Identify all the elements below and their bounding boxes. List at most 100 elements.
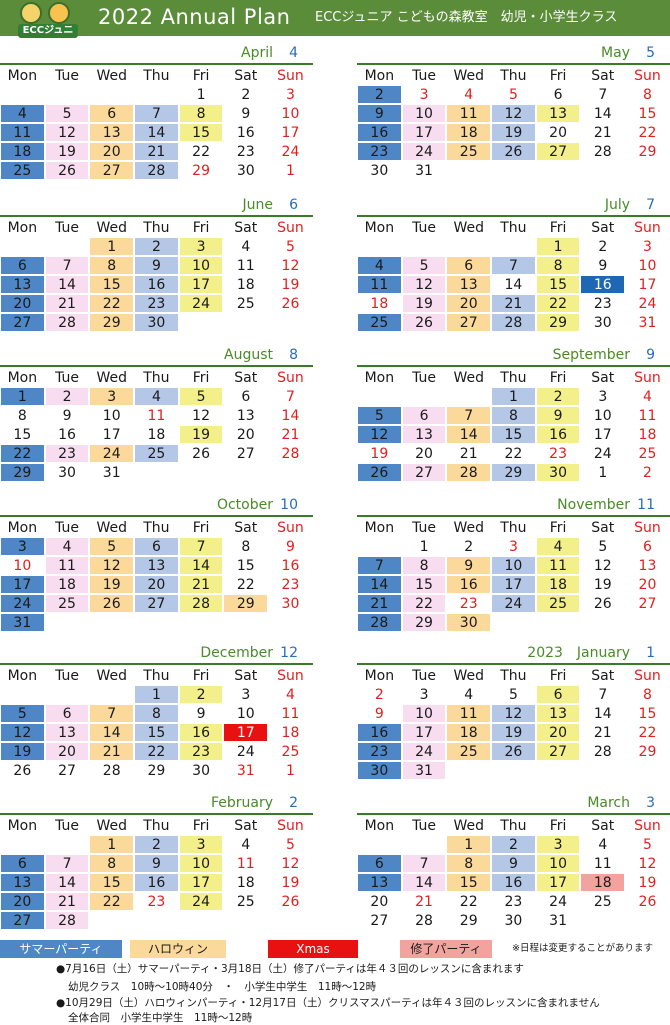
day-cell: 5: [491, 685, 536, 704]
day-cell: 31: [223, 761, 269, 780]
day-cell: 27: [357, 911, 402, 930]
day-cell: 27: [535, 742, 581, 761]
day-cell: 12: [178, 406, 224, 425]
week-row: 11 12 13 14 15 16 17: [357, 275, 670, 294]
day-cell: 26: [625, 892, 670, 911]
weekday-header-row: Mon Tue Wed Thu Fri Sat Sun: [0, 368, 313, 387]
day-cell: [44, 85, 90, 104]
day-cell: 2: [134, 835, 179, 854]
month-name: June: [242, 197, 274, 213]
day-cell: 10: [0, 556, 45, 575]
day-cell: 8: [625, 85, 670, 104]
day-cell: 13: [44, 723, 90, 742]
day-cell: 3: [268, 85, 313, 104]
day-cell: 12: [268, 854, 313, 873]
day-cell: 6: [89, 104, 135, 123]
day-cell: 16: [357, 723, 402, 742]
day-cell: 25: [134, 444, 179, 463]
weekday-label: Thu: [491, 368, 536, 387]
day-cell: 30: [178, 761, 224, 780]
week-row: 20 21 22 23 24 25 26: [357, 892, 670, 911]
weekday-label: Wed: [446, 666, 492, 685]
month-header: December 12: [0, 644, 313, 662]
day-cell: [44, 613, 90, 632]
weekday-label: Wed: [446, 218, 492, 237]
month-grid: Mon Tue Wed Thu Fri Sat Sun 1 2 3 4 5 6 7 8 9 10 11 12 13 14…: [357, 816, 670, 930]
day-cell: 4: [134, 387, 179, 406]
day-cell: 14: [44, 275, 90, 294]
weekday-label: Sat: [580, 218, 626, 237]
weekday-label: Fri: [535, 816, 581, 835]
day-cell: 13: [357, 873, 402, 892]
day-cell: 14: [580, 104, 626, 123]
day-cell: 27: [0, 911, 45, 930]
day-cell: 30: [357, 161, 402, 180]
day-cell: 27: [44, 761, 90, 780]
day-cell: 12: [491, 104, 536, 123]
weekday-label: Sun: [268, 218, 313, 237]
week-row: 28 29 30: [357, 613, 670, 632]
day-cell: 14: [357, 575, 402, 594]
day-cell: 20: [401, 444, 447, 463]
month-calendar: May 5 Mon Tue Wed Thu Fri Sat Sun 2 3 4 5 6 7 8 9 10 11 12 1…: [357, 44, 670, 184]
day-cell: 1: [268, 161, 313, 180]
day-cell: 24: [491, 594, 536, 613]
day-cell: 18: [223, 873, 269, 892]
day-cell: 6: [44, 704, 90, 723]
week-row: 31: [0, 613, 313, 632]
legend: サマーパーティ ハロウィン Xmas 修了パーティ ※日程は変更することがありま…: [0, 938, 670, 960]
day-cell: 16: [446, 575, 492, 594]
day-cell: 17: [178, 873, 224, 892]
weekday-label: Tue: [401, 518, 447, 537]
day-cell: 20: [446, 294, 492, 313]
weekday-label: Wed: [89, 368, 135, 387]
day-cell: 11: [446, 104, 492, 123]
day-cell: 10: [223, 704, 269, 723]
day-cell: 24: [580, 444, 626, 463]
day-cell: 14: [446, 425, 492, 444]
day-cell: 28: [357, 613, 402, 632]
month-header: October 10: [0, 496, 313, 514]
week-row: 25 26 27 28 29 30 1: [0, 161, 313, 180]
week-row: 30 31: [357, 761, 670, 780]
week-row: 13 14 15 16 17 18 19: [0, 873, 313, 892]
weekday-label: Sat: [223, 816, 269, 835]
day-cell: 23: [134, 294, 179, 313]
weekday-label: Tue: [44, 368, 90, 387]
weekday-label: Tue: [44, 816, 90, 835]
week-row: 21 22 23 24 25 26 27: [357, 594, 670, 613]
weekday-label: Mon: [0, 218, 45, 237]
day-cell: 9: [134, 256, 179, 275]
day-cell: 1: [401, 537, 447, 556]
day-cell: 20: [535, 723, 581, 742]
day-cell: 18: [446, 723, 492, 742]
weekday-label: Mon: [357, 518, 402, 537]
day-cell: 4: [625, 387, 670, 406]
logo-text: ECCジュニア: [18, 24, 78, 50]
week-row: 14 15 16 17 18 19 20: [357, 575, 670, 594]
day-cell: [580, 761, 626, 780]
day-cell: 17: [491, 575, 536, 594]
mascot-face-icon: [48, 2, 70, 24]
day-cell: 21: [44, 892, 90, 911]
weekday-label: Sat: [580, 368, 626, 387]
day-cell: 14: [580, 704, 626, 723]
day-cell: 12: [44, 123, 90, 142]
day-cell: 2: [625, 463, 670, 482]
day-cell: 22: [89, 892, 135, 911]
day-cell: 12: [580, 556, 626, 575]
day-cell: 28: [268, 444, 313, 463]
day-cell: 28: [401, 911, 447, 930]
day-cell: 1: [89, 237, 135, 256]
day-cell: 10: [580, 406, 626, 425]
day-cell: 27: [223, 444, 269, 463]
day-cell: 4: [223, 237, 269, 256]
day-cell: 5: [401, 256, 447, 275]
day-cell: 7: [357, 556, 402, 575]
day-cell: 29: [446, 911, 492, 930]
day-cell: 23: [446, 594, 492, 613]
day-cell: 13: [134, 556, 179, 575]
weekday-label: Thu: [134, 518, 179, 537]
